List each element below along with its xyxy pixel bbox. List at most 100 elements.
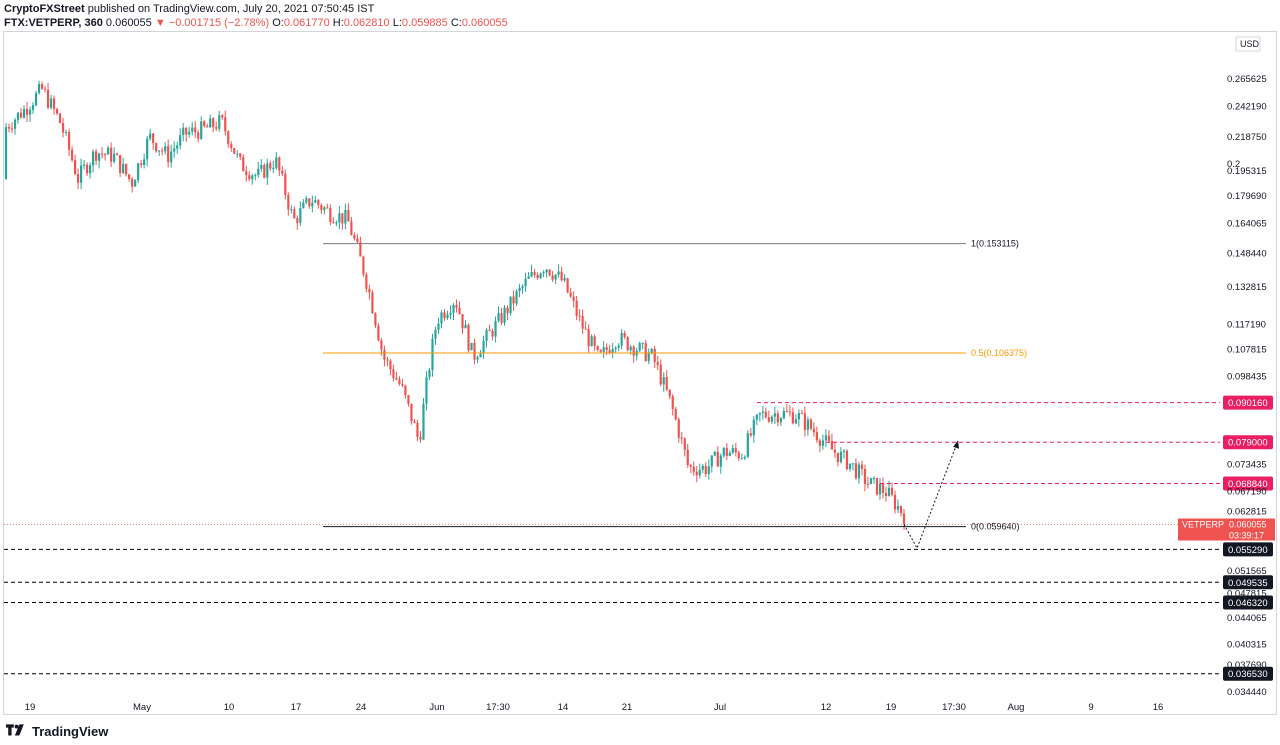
fib-level-label: 0.5(0.106375) <box>971 348 1027 358</box>
candle-body <box>707 466 710 474</box>
high-value: 0.062810 <box>343 17 390 29</box>
last-price: 0.060055 <box>105 17 152 29</box>
candle-body <box>116 153 119 156</box>
candle-body <box>719 455 722 467</box>
candle-body <box>413 421 416 423</box>
candle-body <box>64 132 68 134</box>
candle-body <box>16 112 20 120</box>
candle-body <box>584 328 587 330</box>
candle-body <box>302 202 305 209</box>
y-tick-label: 0.164065 <box>1227 218 1267 229</box>
candle-body <box>7 127 11 129</box>
x-tick-label: 12 <box>821 702 832 713</box>
candle-body <box>332 221 335 223</box>
candle-body <box>107 147 110 155</box>
time-axis[interactable]: 19 May 10 17 24 Jun 17:30 14 21 Jul 12 19 17:30 Aug 9 1… <box>25 702 1164 713</box>
candle-body <box>368 288 371 293</box>
candle-body <box>37 84 41 93</box>
x-tick-label: 17:30 <box>942 702 966 713</box>
candle-body <box>842 450 846 452</box>
price-axis[interactable]: 0.090160 0.079000 0.068840 0.055290 0.049535… <box>1178 36 1275 698</box>
candle-body <box>227 131 230 145</box>
candle-body <box>446 314 449 318</box>
candle-body <box>872 477 876 479</box>
candle-body <box>671 396 674 409</box>
candle-body <box>896 506 900 510</box>
candle-body <box>191 127 194 132</box>
candle-body <box>76 174 80 183</box>
projection-path <box>903 440 959 550</box>
candle-body <box>731 448 734 453</box>
candle-body <box>134 180 137 187</box>
y-tick-label: 0.098435 <box>1227 372 1267 383</box>
candle-body <box>485 330 488 341</box>
candle-body <box>590 336 593 347</box>
candle-body <box>353 234 356 239</box>
candle-body <box>677 419 680 438</box>
candle-body <box>710 455 713 467</box>
candle-body <box>52 98 56 109</box>
candle-body <box>61 122 65 133</box>
candle-body <box>326 207 329 209</box>
candle-body <box>161 150 164 152</box>
author-name[interactable]: CryptoFXStreet <box>4 3 85 15</box>
candle-body <box>329 207 332 222</box>
current-price-badge <box>1178 518 1275 541</box>
candle-body <box>494 320 497 337</box>
candle-body <box>338 213 341 223</box>
change-arrow-icon: ▼ <box>154 17 166 29</box>
candle-body <box>866 483 870 485</box>
x-tick-label: 10 <box>224 702 235 713</box>
candle-body <box>548 269 551 276</box>
candle-body <box>641 343 644 345</box>
candle-body <box>650 348 653 354</box>
currency-label: USD <box>1240 39 1260 49</box>
candle-body <box>293 209 296 219</box>
candle-body <box>836 452 840 463</box>
candle-body <box>560 271 563 281</box>
candle-body <box>146 138 149 160</box>
candle-body <box>830 440 834 450</box>
current-price-value: 0.060055 <box>1229 520 1267 530</box>
candle-body <box>67 132 71 150</box>
support-badge <box>1223 542 1273 557</box>
candle-body <box>167 146 170 163</box>
candle-body <box>581 315 584 329</box>
candle-body <box>398 379 401 385</box>
current-symbol: VETPERP <box>1182 520 1224 530</box>
price-change: −0.001715 (−2.78%) <box>168 17 270 29</box>
candle-body <box>395 378 398 380</box>
candle-body <box>512 296 515 304</box>
candle-body <box>800 413 803 415</box>
candle-body <box>869 478 873 485</box>
candle-body <box>269 163 272 169</box>
candle-body <box>740 458 743 460</box>
x-tick-label: 21 <box>622 702 633 713</box>
candle-body <box>779 418 782 423</box>
candle-body <box>197 132 200 139</box>
candle-body <box>524 278 527 287</box>
candle-body <box>455 304 458 308</box>
candle-body <box>626 337 629 351</box>
candle-body <box>812 428 815 433</box>
tradingview-footer[interactable]: TradingView <box>6 720 108 742</box>
candle-body <box>173 148 176 152</box>
candle-body <box>392 369 395 379</box>
candle-body <box>371 292 374 314</box>
candle-body <box>662 377 665 385</box>
candle-body <box>668 389 671 397</box>
candle-body <box>377 325 380 341</box>
resistance-badge <box>1223 395 1273 410</box>
candle-body <box>827 435 831 441</box>
x-tick-label: 17:30 <box>486 702 510 713</box>
candle-body <box>554 274 557 280</box>
candle-body <box>43 88 47 90</box>
candle-body <box>320 204 323 210</box>
candle-body <box>239 153 242 157</box>
candle-body <box>10 128 14 130</box>
candle-body <box>818 440 822 446</box>
support-value: 0.046320 <box>1228 598 1268 609</box>
candle-body <box>449 312 452 315</box>
candle-body <box>881 483 885 493</box>
